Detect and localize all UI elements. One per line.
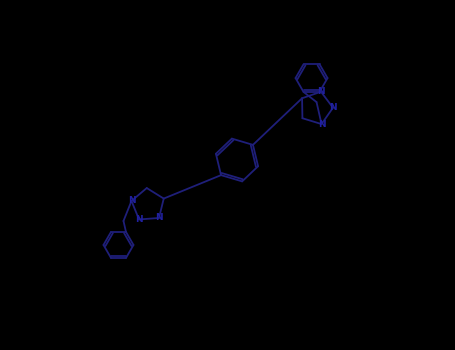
Text: N: N [135,215,143,224]
Text: N: N [329,103,337,112]
Text: N: N [317,87,325,96]
Text: N: N [318,120,325,128]
Text: N: N [128,196,135,205]
Text: N: N [155,214,163,223]
